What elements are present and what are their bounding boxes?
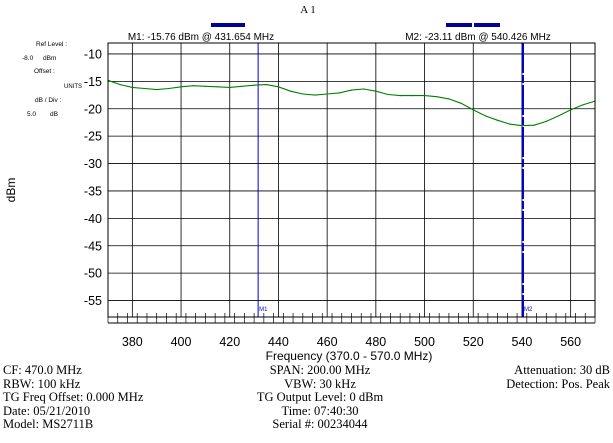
x-tick-label: 520 (463, 335, 484, 349)
trace-point (350, 89, 353, 91)
footer-left: CF: 470.0 MHz RBW: 100 kHz TG Freq Offse… (3, 363, 144, 432)
trace-point (497, 119, 499, 121)
trace-point (448, 98, 450, 100)
trace-point (484, 115, 487, 117)
chart-grid (108, 43, 595, 318)
marker-bar-m2b (474, 23, 500, 27)
trace-point (363, 88, 365, 90)
marker-m1-readout: M1: -15.76 dBm @ 431.654 MHz (128, 32, 274, 43)
trace-point (423, 95, 426, 97)
x-tick-label: 400 (171, 335, 192, 349)
marker-m2-label: M2 (524, 307, 533, 313)
footer-date: Date: 05/21/2010 (3, 403, 91, 418)
y-tick-label: -35 (84, 184, 102, 198)
trace-point (314, 94, 316, 96)
trace-point (387, 93, 389, 96)
marker-m1-label: M1 (259, 307, 268, 313)
y-tick-label: -40 (84, 212, 102, 226)
marker-bar-m2a (446, 23, 472, 27)
trace-point (119, 84, 121, 86)
ref-level-label: Ref Level : (36, 41, 67, 48)
trace-point (168, 87, 170, 90)
trace-point (229, 86, 231, 88)
units-label: UNITS (64, 84, 82, 90)
trace-point (472, 109, 474, 111)
footer-cf: CF: 470.0 MHz (3, 363, 82, 377)
y-tick-label: -15 (84, 75, 102, 89)
trace-point (557, 115, 560, 117)
trace-point (545, 120, 547, 122)
y-tick-label: -10 (84, 47, 102, 61)
trace-point (411, 95, 413, 97)
y-tick-label: -55 (84, 294, 102, 308)
x-tick-label: 380 (122, 335, 143, 349)
trace-point (253, 84, 255, 86)
footer-time: Time: 07:40:30 (281, 403, 359, 418)
ref-level-unit: dBm (43, 55, 56, 62)
db-div-unit: dB (50, 111, 58, 118)
chart-markers: M1 M2 (257, 43, 533, 317)
footer-serial: Serial #: 00234044 (272, 417, 368, 431)
trace-point (399, 95, 401, 97)
x-tick-label: 420 (219, 335, 240, 349)
trace-point (521, 125, 523, 127)
chart-ticks: -10 -15 -20 -25 -30 -35 -40 -45 -50 -55 380 400 420 4… (84, 47, 596, 349)
trace-point (277, 86, 280, 88)
footer-center: SPAN: 200.00 MHz VBW: 30 kHz TG Output L… (225, 363, 415, 432)
x-tick-label: 460 (317, 335, 338, 349)
footer-right: Attenuation: 30 dB Detection: Pos. Peak (506, 363, 610, 391)
trace-point (180, 86, 182, 88)
db-div-value: 5.0 (27, 111, 36, 118)
footer-vbw: VBW: 30 kHz (284, 376, 356, 391)
trace-point (204, 85, 206, 87)
footer-tg-offset: TG Freq Offset: 0.000 MHz (3, 390, 144, 404)
trace-point (326, 93, 328, 95)
ref-level-value: -8.0 (22, 55, 34, 62)
db-div-label: dB / Div : (35, 97, 62, 104)
marker-bar-m1 (211, 23, 245, 27)
footer-span: SPAN: 200.00 MHz (269, 363, 371, 377)
y-tick-label: -45 (84, 239, 102, 253)
footer-attenuation: Attenuation: 30 dB (514, 363, 610, 377)
y-tick-label: -20 (84, 102, 102, 116)
trace-point (265, 84, 267, 86)
trace-point (375, 90, 377, 92)
plot-frame (107, 42, 596, 318)
trace-point (216, 86, 219, 88)
trace-point (436, 96, 438, 98)
trace-point (338, 92, 340, 94)
y-tick-label: -25 (84, 130, 102, 144)
y-axis-label: dBm (4, 178, 18, 203)
trace-point (570, 109, 572, 111)
trace-point (143, 87, 146, 90)
x-axis-label: Frequency (370.0 - 570.0 MHz) (266, 349, 433, 363)
trace-point (509, 123, 511, 125)
offset-label: Offset : (34, 68, 55, 75)
footer-rbw: RBW: 100 kHz (3, 376, 81, 391)
trace-point (582, 104, 584, 106)
x-tick-label: 560 (560, 335, 581, 349)
trace-point (241, 85, 243, 87)
footer-detection: Detection: Pos. Peak (506, 376, 610, 391)
trace-point (290, 90, 292, 92)
chart-title: A 1 (300, 4, 316, 16)
marker-m2-readout: M2: -23.11 dBm @ 540.426 MHz (405, 32, 551, 43)
trace-point (192, 85, 194, 87)
trace-point (131, 86, 133, 88)
footer-tg-level: TG Output Level: 0 dBm (256, 390, 384, 404)
y-tick-label: -50 (84, 267, 102, 281)
x-tick-label: 540 (512, 335, 533, 349)
x-tick-label: 480 (365, 335, 386, 349)
trace-point (302, 93, 304, 95)
trace-point (460, 102, 462, 104)
trace-point (156, 88, 158, 91)
footer-model: Model: MS2711B (3, 417, 94, 431)
x-tick-label: 500 (414, 335, 435, 349)
x-tick-label: 440 (268, 335, 289, 349)
trace-point (533, 124, 535, 126)
y-tick-label: -30 (84, 157, 102, 171)
